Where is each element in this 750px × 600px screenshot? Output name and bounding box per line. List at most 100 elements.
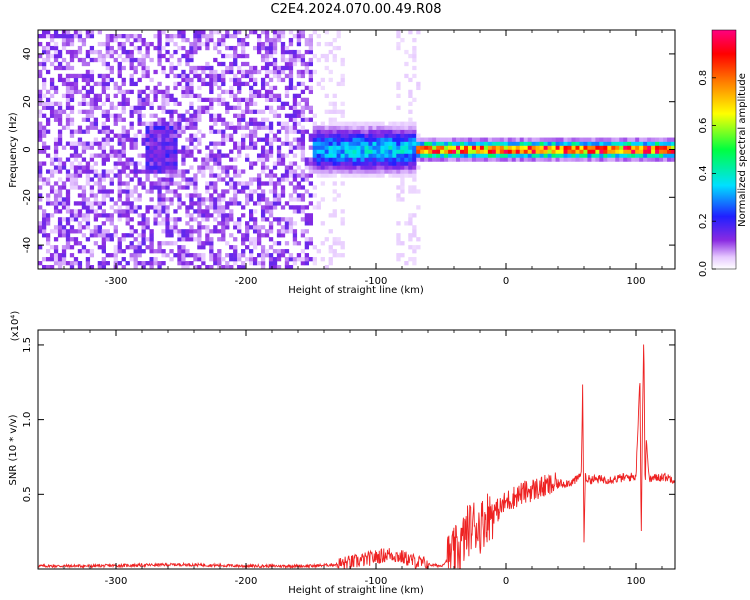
spectrogram-cell [177,173,182,178]
spectrogram-cell [396,173,401,178]
spectrogram-cell [73,177,79,182]
spectrogram-cell [404,125,409,130]
spectrogram-cell [639,141,644,146]
spectrogram-cell [320,141,325,146]
spectrogram-cell [627,149,632,154]
spectrogram-cell [591,153,596,158]
spectrogram-cell [268,121,274,126]
spectrogram-cell [499,153,505,158]
spectrogram-cell [237,149,242,154]
spectrogram-cell [539,153,544,158]
spectrogram-cell [284,125,290,130]
spectrogram-cell [448,141,453,146]
spectrogram-cell [165,221,170,226]
spectrogram-cell [408,245,413,250]
spectrogram-cell [631,149,636,154]
spectrogram-cell [412,73,417,79]
spectrogram-cell [197,233,202,238]
spectrogram-cell [280,157,286,162]
spectrogram-cell [121,81,126,87]
spectrogram-cell [603,141,608,146]
spectrogram-cell [241,249,246,254]
spectrogram-cell [619,145,624,150]
spectrogram-cell [185,177,190,182]
spectrogram-cell [332,173,337,178]
spectrogram-cell [213,205,218,210]
spectrogram-cell [73,261,79,266]
spectrogram-cell [308,37,314,43]
spectrogram-cell [38,137,43,142]
spectrogram-cell [193,113,198,118]
spectrogram-cell [117,33,122,39]
spectrogram-cell [507,149,513,154]
spectrogram-cell [65,73,71,79]
spectrogram-cell [583,157,588,162]
spectrogram-cell [607,141,612,146]
spectrogram-cell [41,141,47,146]
spectrogram-cell [193,73,198,79]
spectrogram-cell [475,137,481,142]
spectrogram-cell [181,85,186,91]
spectrogram-cell [205,165,210,170]
spectrogram-cell [65,93,71,99]
spectrogram-cell [85,169,91,174]
spectrogram-cell [153,173,158,178]
spectrogram-cell [181,257,186,262]
spectrogram-cell [45,153,51,158]
spectrogram-cell [65,65,71,71]
spectrogram-cell [185,253,190,258]
spectrogram-cell [651,145,656,150]
spectrogram-cell [260,181,266,186]
spectrogram-cell [671,153,675,158]
spectrogram-cell [563,145,568,150]
spectrogram-cell [260,197,266,202]
spectrogram-cell [113,105,118,110]
spectrogram-cell [61,125,67,130]
spectrogram-cell [157,185,162,190]
spectrogram-cell [45,89,51,95]
spectrogram-cell [69,133,75,138]
spectrogram-cell [133,169,138,174]
spectrogram-cell [153,129,158,134]
spectrogram-cell [308,173,314,178]
spectrogram-cell [463,145,469,150]
spectrogram-cell [181,233,186,238]
spectrogram-cell [320,157,325,162]
spectrogram-cell [149,77,154,83]
spectrogram-cell [360,161,365,166]
spectrogram-cell [81,157,87,162]
spectrogram-cell [555,145,560,150]
spectrogram-cell [288,65,294,71]
spectrogram-cell [53,113,59,118]
spectrogram-cell [400,137,405,142]
spectrogram-cell [113,133,118,138]
spectrogram-cell [217,177,222,182]
spectrogram-cell [603,137,608,142]
spectrogram-cell [400,189,405,194]
spectrogram-cell [57,253,63,258]
spectrogram-cell [241,253,246,258]
spectrogram-cell [173,97,178,102]
spectrogram-cell [280,41,286,47]
spectrogram-cell [69,37,75,43]
spectrogram-cell [663,149,668,154]
spectrogram-cell [121,93,126,99]
spectrogram-cell [109,145,114,150]
spectrogram-cell [233,30,238,35]
spectrogram-cell [288,173,294,178]
spectrogram-cell [209,169,214,174]
spectrogram-cell [149,149,154,154]
spectrogram-cell [667,137,672,142]
spectrogram-cell [296,129,302,134]
spectrogram-cell [264,117,270,122]
spectrogram-cell [272,85,278,91]
spectrogram-cell [189,101,194,106]
spectrogram-cell [73,53,79,59]
spectrogram-cell [149,205,154,210]
spectrogram-cell [45,217,51,222]
spectrogram-cell [197,209,202,214]
spectrogram-cell [169,113,174,118]
spectrogram-cell [288,181,294,186]
spectrogram-cell [161,105,166,110]
spectrogram-cell [316,165,321,170]
